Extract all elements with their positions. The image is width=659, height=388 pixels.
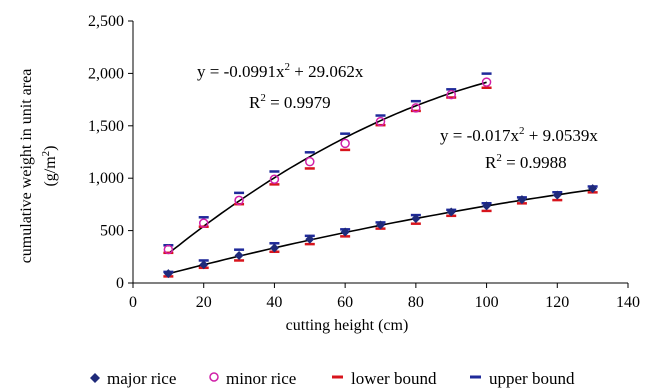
minor-rice-point [481,77,492,87]
major-rice-point [305,234,315,244]
minor-rice-point [234,195,244,206]
fit-curves [167,81,593,275]
major-rice-point [199,260,209,270]
x-tick-label: 100 [475,294,499,311]
data-points [163,77,598,279]
axes [128,20,629,288]
minor-rice-fit-equation: y = -0.0991x2 + 29.062x [197,61,364,81]
y-axis-title-line1: cumulative weight in unit area [18,69,35,264]
legend-major-rice-label: major rice [107,369,176,388]
tick-labels: 0 20 40 60 80 100 120 140 0 500 1,000 1,500 2,000 2,5… [88,13,640,311]
x-tick-label: 140 [616,294,640,311]
x-tick-label: 80 [408,294,424,311]
x-tick-label: 40 [266,294,282,311]
legend-minor-rice-marker [209,372,219,382]
minor-rice-point [375,116,386,127]
minor-rice-point [446,89,456,100]
x-tick-label: 60 [337,294,353,311]
minor-rice-point [340,138,350,149]
x-tick-label: 120 [545,294,569,311]
y-tick-label: 2,500 [88,13,124,30]
legend-minor-rice-label: minor rice [226,369,296,388]
legend: major rice minor rice lower bound upper … [90,369,575,388]
y-tick-label: 2,000 [88,65,124,82]
major-rice-r2: R2 = 0.9988 [485,152,567,172]
minor-rice-point [163,244,174,255]
major-rice-point [552,190,562,200]
minor-rice-point [411,103,421,113]
major-rice-fit-curve [168,189,593,275]
y-tick-label: 1,500 [88,118,124,135]
major-rice-point [446,207,456,217]
minor-rice-point [198,218,209,228]
y-axis-title-line2: (g/m2) [40,145,59,186]
major-rice-point [269,243,279,253]
x-tick-label: 0 [129,294,137,311]
major-rice-point [517,195,527,205]
minor-rice-fit-curve [167,81,487,255]
major-rice-point [163,269,173,279]
major-rice-point [588,184,598,194]
major-rice-fit-equation: y = -0.017x2 + 9.0539x [440,125,598,145]
legend-upper-bound-label: upper bound [489,369,575,388]
error-bounds [163,72,598,278]
major-rice-point [411,214,421,224]
y-tick-label: 500 [100,223,124,240]
y-tick-label: 1,000 [88,170,124,187]
major-rice-point [376,220,385,230]
legend-lower-bound-label: lower bound [351,369,437,388]
major-rice-point [340,227,350,237]
y-tick-label: 0 [116,275,124,292]
minor-rice-point [269,174,280,184]
major-rice-point [234,250,244,260]
minor-rice-r2: R2 = 0.9979 [249,92,331,112]
x-tick-label: 20 [196,294,212,311]
x-axis-title: cutting height (cm) [286,317,409,334]
legend-major-rice-marker [90,373,100,383]
minor-rice-point [305,156,315,167]
major-rice-point [482,201,492,211]
